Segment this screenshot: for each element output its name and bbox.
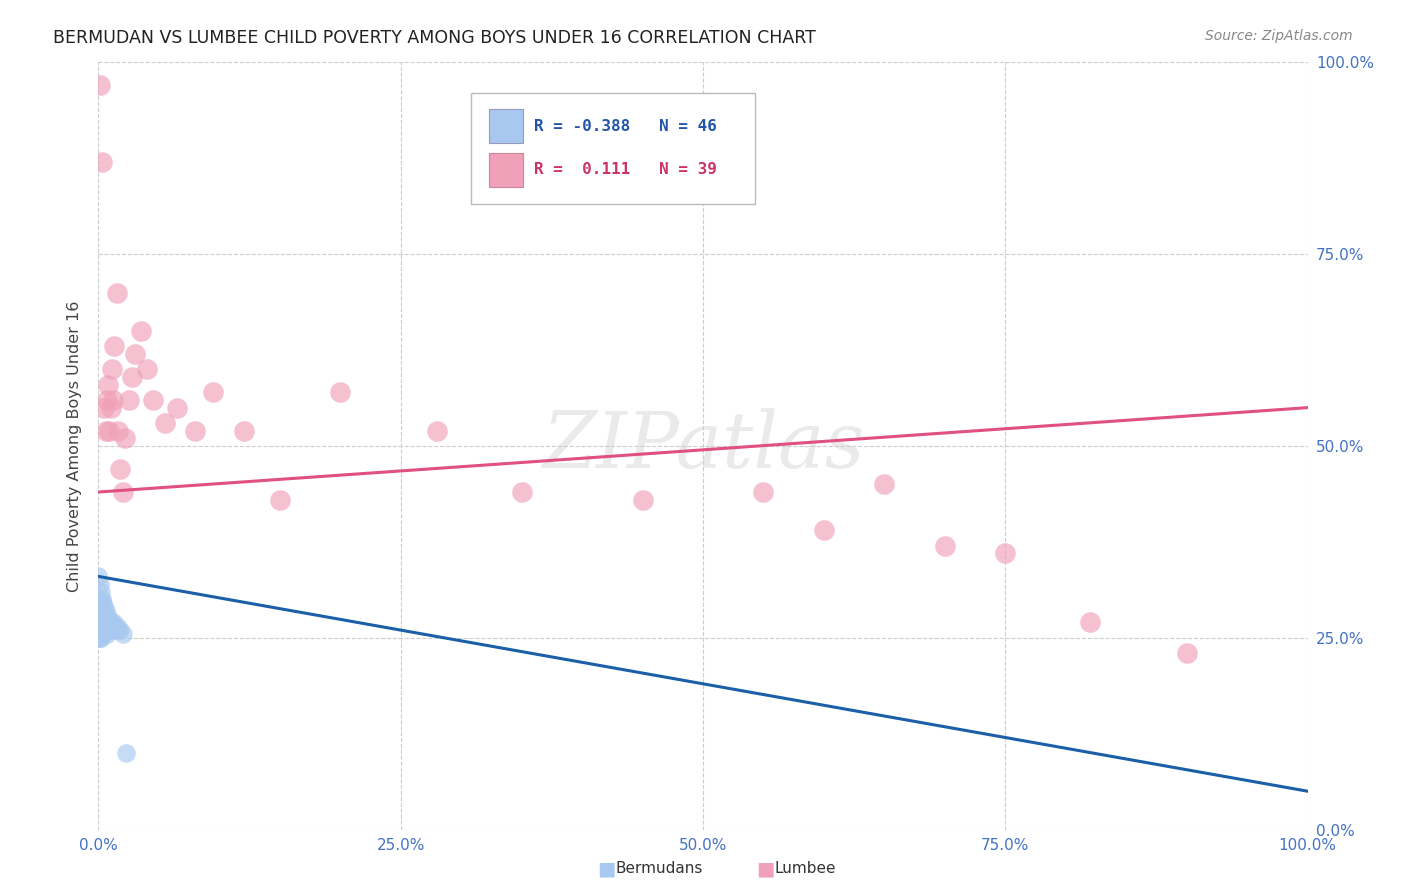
Point — [1078, 615, 1101, 630]
Point — [426, 424, 449, 438]
Point — [97, 619, 120, 633]
Point — [104, 623, 127, 637]
Point — [752, 485, 775, 500]
Point — [89, 631, 111, 645]
Point — [97, 377, 120, 392]
Point — [105, 285, 128, 300]
Point — [934, 539, 956, 553]
Point — [89, 577, 111, 591]
Point — [87, 592, 110, 607]
Point — [91, 604, 114, 618]
Point — [202, 385, 225, 400]
Point — [114, 431, 136, 445]
Point — [100, 401, 122, 415]
Point — [129, 324, 152, 338]
Point — [631, 492, 654, 507]
Text: R =  0.111   N = 39: R = 0.111 N = 39 — [534, 162, 717, 178]
Point — [100, 623, 122, 637]
Point — [90, 619, 112, 633]
Point — [91, 615, 114, 630]
Point — [91, 592, 114, 607]
Point — [153, 416, 176, 430]
Point — [98, 424, 121, 438]
Point — [89, 78, 111, 93]
Point — [111, 485, 134, 500]
Point — [87, 631, 110, 645]
Point — [135, 362, 157, 376]
Point — [91, 155, 114, 169]
Point — [121, 370, 143, 384]
Text: ■: ■ — [756, 859, 775, 879]
Point — [93, 612, 115, 626]
Point — [118, 392, 141, 407]
Point — [93, 401, 115, 415]
Point — [87, 615, 110, 630]
Point — [184, 424, 207, 438]
Point — [94, 615, 117, 630]
Text: R = -0.388   N = 46: R = -0.388 N = 46 — [534, 119, 717, 134]
Point — [107, 623, 129, 637]
Point — [813, 524, 835, 538]
Point — [89, 619, 111, 633]
Point — [98, 615, 121, 630]
Point — [87, 600, 110, 615]
Point — [89, 607, 111, 622]
FancyBboxPatch shape — [489, 153, 523, 187]
Point — [994, 546, 1017, 560]
Text: BERMUDAN VS LUMBEE CHILD POVERTY AMONG BOYS UNDER 16 CORRELATION CHART: BERMUDAN VS LUMBEE CHILD POVERTY AMONG B… — [53, 29, 817, 46]
Point — [101, 615, 124, 630]
Point — [90, 596, 112, 610]
Point — [90, 612, 112, 626]
Point — [93, 623, 115, 637]
Point — [98, 623, 121, 637]
Point — [91, 607, 114, 622]
Point — [269, 492, 291, 507]
Text: Bermudans: Bermudans — [616, 862, 703, 876]
Point — [96, 615, 118, 630]
Point — [105, 619, 128, 633]
Point — [90, 631, 112, 645]
Point — [96, 607, 118, 622]
Point — [108, 462, 131, 476]
Point — [94, 424, 117, 438]
Text: ■: ■ — [598, 859, 616, 879]
Point — [93, 600, 115, 615]
Point — [97, 612, 120, 626]
Point — [1175, 646, 1198, 660]
Point — [329, 385, 352, 400]
Point — [124, 347, 146, 361]
Point — [142, 392, 165, 407]
Point — [91, 623, 114, 637]
Point — [94, 604, 117, 618]
Point — [101, 392, 124, 407]
Point — [873, 477, 896, 491]
Point — [90, 584, 112, 599]
Point — [87, 569, 110, 583]
FancyBboxPatch shape — [471, 93, 755, 204]
FancyBboxPatch shape — [489, 109, 523, 144]
Point — [100, 619, 122, 633]
Point — [232, 424, 254, 438]
Point — [96, 392, 118, 407]
Point — [89, 596, 111, 610]
Point — [103, 339, 125, 353]
Point — [510, 485, 533, 500]
Point — [111, 627, 134, 641]
Point — [115, 746, 138, 760]
Point — [103, 619, 125, 633]
Point — [100, 362, 122, 376]
Text: Source: ZipAtlas.com: Source: ZipAtlas.com — [1205, 29, 1353, 43]
Point — [100, 615, 122, 630]
Point — [91, 596, 114, 610]
Point — [107, 424, 129, 438]
Point — [166, 401, 188, 415]
Point — [91, 619, 114, 633]
Point — [108, 623, 131, 637]
Text: ZIPatlas: ZIPatlas — [541, 408, 865, 484]
Y-axis label: Child Poverty Among Boys Under 16: Child Poverty Among Boys Under 16 — [67, 301, 83, 591]
Point — [96, 627, 118, 641]
Point — [87, 623, 110, 637]
Text: Lumbee: Lumbee — [775, 862, 837, 876]
